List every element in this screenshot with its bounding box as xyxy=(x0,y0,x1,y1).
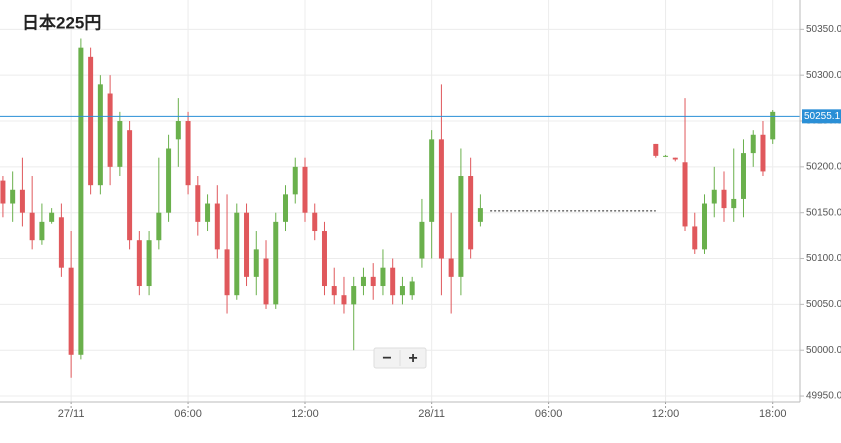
candle-body xyxy=(672,157,678,160)
x-tick-label: 28/11 xyxy=(418,408,445,420)
last-price-label: 50255.1 xyxy=(804,111,841,122)
candle-body xyxy=(195,185,201,222)
candle-body xyxy=(399,286,405,296)
candle-body xyxy=(380,267,386,287)
candle-body xyxy=(97,84,103,186)
candle-body xyxy=(205,203,211,222)
candle-body xyxy=(750,134,756,154)
last-price-box xyxy=(802,109,841,124)
candle-body xyxy=(185,121,191,186)
candle-body xyxy=(175,121,181,140)
x-tick-label: 06:00 xyxy=(535,408,563,420)
candle-body xyxy=(136,240,142,287)
candle-body xyxy=(312,212,318,232)
candle-body xyxy=(49,212,55,222)
y-tick-label: 50050.0 xyxy=(806,299,841,310)
candle-body xyxy=(146,240,152,287)
candle-body xyxy=(283,194,289,222)
y-tick-label: 50200.0 xyxy=(806,161,841,172)
y-tick-label: 50350.0 xyxy=(806,24,841,35)
x-tick-label: 06:00 xyxy=(174,408,202,420)
y-tick-label: 50150.0 xyxy=(806,207,841,218)
candle-body xyxy=(166,148,172,213)
candle-body xyxy=(234,212,240,296)
candle-body xyxy=(39,221,45,241)
candle-body xyxy=(653,143,659,156)
candle-body xyxy=(68,267,74,355)
candle-body xyxy=(107,93,113,167)
candle-body xyxy=(760,134,766,172)
candle-body xyxy=(721,189,727,209)
candle-body xyxy=(117,121,123,167)
candle-body xyxy=(692,226,698,250)
candle-body xyxy=(244,212,250,277)
candle-body xyxy=(292,166,298,195)
candle-body xyxy=(740,153,746,199)
y-tick-label: 50000.0 xyxy=(806,345,841,356)
x-tick-label: 18:00 xyxy=(759,408,787,420)
candle-body xyxy=(370,276,376,287)
zoom-controls: − + xyxy=(373,347,427,369)
x-tick-label: 12:00 xyxy=(652,408,680,420)
candle-body xyxy=(770,111,776,140)
chart-title: 日本225円 xyxy=(22,12,101,32)
x-tick-label: 27/11 xyxy=(58,408,85,420)
candle-body xyxy=(88,56,94,186)
candle-body xyxy=(156,212,162,241)
candle-body xyxy=(663,155,669,157)
candle-body xyxy=(302,166,308,213)
marks xyxy=(0,38,800,378)
candle-body xyxy=(351,286,357,305)
candle-body xyxy=(682,162,688,227)
candle-body xyxy=(10,189,16,204)
candle-body xyxy=(127,130,133,241)
candle-body xyxy=(448,258,454,277)
candle-body xyxy=(477,208,483,222)
candle-body xyxy=(390,267,396,296)
zoom-in-button[interactable]: + xyxy=(408,350,417,367)
candle-body xyxy=(438,139,444,259)
candle-body xyxy=(419,221,425,259)
candle-body xyxy=(341,295,347,305)
y-tick-label: 50300.0 xyxy=(806,70,841,81)
candle-body xyxy=(731,198,737,209)
candle-body xyxy=(409,281,415,296)
candle-body xyxy=(273,221,279,305)
candle-body xyxy=(224,249,230,296)
candle-body xyxy=(331,286,337,296)
candle-body xyxy=(29,212,35,241)
candle-body xyxy=(263,258,269,305)
zoom-out-button[interactable]: − xyxy=(382,350,391,367)
y-tick-label: 49950.0 xyxy=(806,391,841,402)
candle-body xyxy=(458,176,464,277)
y-tick-label: 50100.0 xyxy=(806,253,841,264)
candle-body xyxy=(711,189,717,204)
candle-body xyxy=(321,231,327,287)
candle-body xyxy=(360,276,366,287)
candle-body xyxy=(214,203,220,250)
candle-body xyxy=(0,180,6,204)
candle-body xyxy=(253,249,259,277)
candle-body xyxy=(19,189,25,213)
candle-body xyxy=(429,139,435,222)
candle-body xyxy=(58,217,64,268)
candle-body xyxy=(702,203,708,250)
candle-body xyxy=(78,47,84,355)
x-tick-label: 12:00 xyxy=(291,408,319,420)
candle-body xyxy=(468,176,474,250)
